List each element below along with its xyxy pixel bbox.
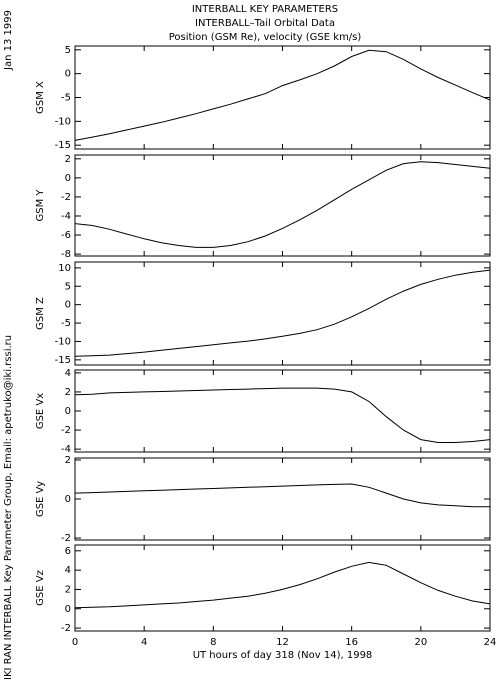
y-axis-label: GSE Vy — [35, 481, 46, 517]
title-line: INTERBALL–Tail Orbital Data — [195, 18, 335, 29]
y-tick-label: 0 — [65, 406, 71, 417]
y-tick-label: -5 — [61, 318, 71, 329]
y-tick-label: -4 — [61, 444, 71, 455]
date: Jan 13 1999 — [3, 10, 14, 71]
y-tick-label: 0 — [65, 173, 71, 184]
y-tick-label: -4 — [61, 211, 71, 222]
x-tick-label: 0 — [72, 637, 78, 648]
x-tick-label: 4 — [141, 637, 147, 648]
y-tick-label: -2 — [61, 425, 71, 436]
y-tick-label: -10 — [55, 116, 71, 127]
x-tick-label: 24 — [484, 637, 497, 648]
y-tick-label: 10 — [58, 263, 71, 274]
x-axis-label: UT hours of day 318 (Nov 14), 1998 — [193, 650, 373, 661]
y-tick-label: -15 — [55, 140, 71, 151]
y-tick-label: 4 — [65, 565, 71, 576]
title-line: INTERBALL KEY PARAMETERS — [192, 4, 338, 15]
y-tick-label: -2 — [61, 192, 71, 203]
y-axis-label: GSM X — [35, 81, 46, 114]
y-tick-label: -10 — [55, 336, 71, 347]
y-axis-label: GSM Y — [35, 189, 46, 222]
y-tick-label: -2 — [61, 533, 71, 544]
data-line — [74, 561, 491, 609]
y-tick-label: -6 — [61, 230, 71, 241]
y-tick-label: 0 — [65, 69, 71, 80]
y-tick-label: 0 — [65, 604, 71, 615]
y-tick-label: -5 — [61, 93, 71, 104]
data-line — [74, 483, 490, 508]
title-line: Position (GSM Re), velocity (GSE km/s) — [169, 32, 362, 43]
data-line — [74, 387, 491, 443]
y-tick-label: -15 — [55, 355, 71, 366]
y-tick-label: 5 — [65, 45, 71, 56]
y-axis-label: GSE Vx — [35, 393, 46, 429]
y-axis-label: GSM Z — [35, 297, 46, 330]
x-tick-label: 20 — [414, 637, 427, 648]
y-tick-label: -8 — [61, 249, 71, 260]
y-tick-label: 2 — [65, 387, 71, 398]
x-tick-label: 12 — [276, 637, 289, 648]
y-tick-label: 2 — [65, 584, 71, 595]
y-tick-label: 4 — [65, 368, 71, 379]
side-text: IKI RAN INTERBALL Key Parameter Group, E… — [3, 335, 14, 680]
y-axis-label: GSE Vz — [35, 570, 46, 606]
y-tick-label: 5 — [65, 281, 71, 292]
data-line — [74, 49, 491, 141]
y-tick-label: 0 — [65, 494, 71, 505]
data-line — [74, 269, 491, 357]
y-tick-label: 2 — [65, 154, 71, 165]
y-tick-label: 0 — [65, 300, 71, 311]
x-tick-label: 16 — [345, 637, 358, 648]
data-line — [74, 161, 491, 248]
y-tick-label: -2 — [61, 623, 71, 634]
y-tick-label: 6 — [65, 546, 71, 557]
y-tick-label: 2 — [65, 455, 71, 466]
x-tick-label: 8 — [210, 637, 216, 648]
